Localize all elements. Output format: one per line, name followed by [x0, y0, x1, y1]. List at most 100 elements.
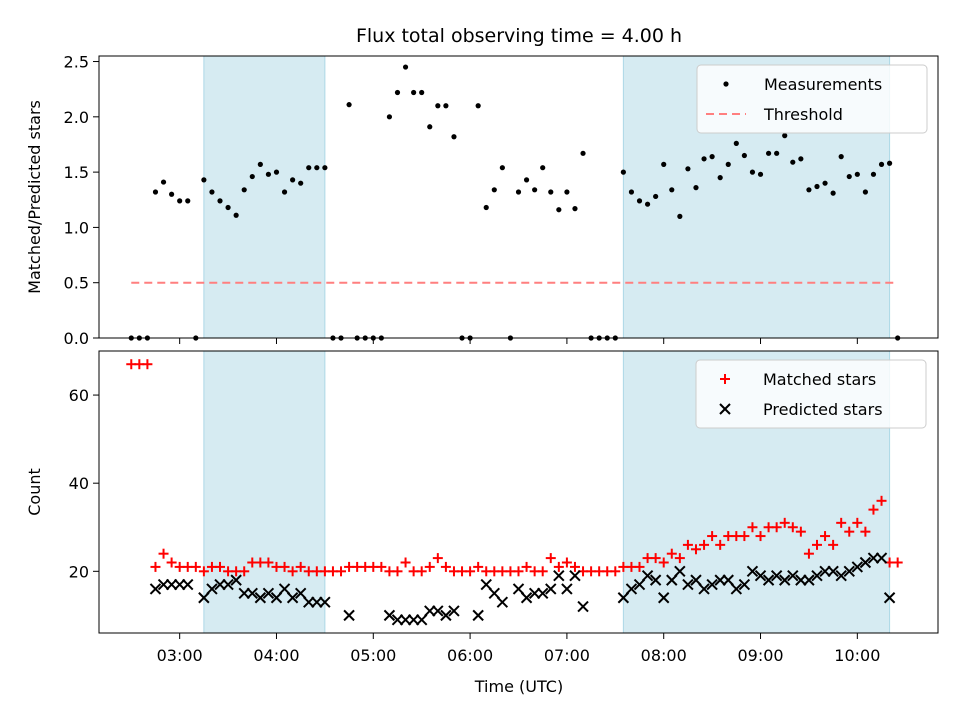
- ratio-shaded-interval: [203, 56, 325, 338]
- measurement-point: [306, 165, 312, 171]
- measurement-point: [830, 190, 836, 196]
- predicted-star-point: [649, 574, 662, 586]
- measurement-point: [774, 150, 780, 156]
- measurement-point: [782, 133, 788, 139]
- matched-star-point: [215, 561, 226, 572]
- matched-star-point: [376, 561, 387, 572]
- count-panel-y-ticks: 20 40 60: [69, 386, 99, 581]
- measurement-point: [556, 207, 562, 213]
- predicted-star-point: [262, 587, 275, 600]
- measurement-point: [717, 175, 723, 181]
- measurement-point: [225, 204, 231, 211]
- matched-star-point: [190, 561, 201, 572]
- predicted-star-point: [553, 570, 565, 582]
- matched-star-point: [561, 557, 572, 568]
- predicted-star-point: [182, 578, 194, 591]
- measurement-point: [822, 180, 828, 186]
- measurement-point: [653, 193, 659, 200]
- measurement-point: [806, 187, 812, 193]
- predicted-star-point: [633, 578, 646, 591]
- matched-star-point: [465, 566, 476, 577]
- matched-star-point: [755, 531, 766, 542]
- matched-star-point: [690, 544, 701, 555]
- measurement-point: [209, 189, 215, 195]
- matched-star-point: [860, 526, 871, 537]
- ratio-panel-marks: [128, 64, 901, 341]
- measurement-point: [201, 177, 207, 183]
- matched-star-point: [150, 561, 161, 572]
- legend-matched-marker: [720, 374, 730, 384]
- matched-star-point: [521, 561, 532, 572]
- matched-star-point: [513, 566, 524, 577]
- matched-star-point: [279, 561, 290, 572]
- matched-star-point: [828, 539, 839, 550]
- predicted-star-point: [536, 587, 549, 600]
- predicted-star-point: [246, 587, 258, 600]
- x-tick-label: 04:00: [253, 646, 299, 665]
- predicted-star-point: [270, 592, 283, 604]
- predicted-star-point: [682, 578, 694, 591]
- matched-star-point: [747, 522, 758, 533]
- matched-star-point: [432, 553, 443, 564]
- predicted-star-point: [278, 583, 291, 595]
- matched-star-point: [569, 561, 580, 572]
- measurement-point: [677, 213, 683, 219]
- measurement-point: [636, 198, 643, 204]
- measurement-point: [394, 89, 401, 96]
- measurement-point: [298, 180, 304, 186]
- matched-star-point: [158, 548, 169, 559]
- predicted-star-point: [569, 570, 581, 582]
- predicted-star-point: [722, 574, 734, 586]
- predicted-star-point: [674, 565, 686, 578]
- measurement-point: [548, 189, 554, 195]
- matched-star-point: [739, 531, 750, 542]
- predicted-star-point: [666, 574, 678, 586]
- x-tick-label: 05:00: [350, 646, 396, 665]
- predicted-star-point: [835, 570, 847, 582]
- predicted-star-point: [343, 609, 355, 622]
- predicted-star-point: [496, 596, 509, 608]
- matched-star-point: [795, 526, 806, 537]
- predicted-star-point: [222, 578, 234, 591]
- measurement-point: [499, 165, 505, 171]
- measurement-point: [644, 201, 651, 207]
- measurement-point: [443, 103, 449, 109]
- predicted-star-point: [488, 587, 501, 600]
- matched-star-point: [634, 561, 645, 572]
- matched-star-point: [658, 557, 669, 568]
- predicted-star-point: [440, 609, 452, 622]
- measurement-point: [532, 187, 538, 193]
- ratio-y-tick-label: 2.5: [64, 53, 89, 72]
- predicted-star-point: [149, 583, 162, 595]
- matched-star-point: [699, 539, 710, 550]
- matched-star-point: [473, 561, 484, 572]
- matched-star-point: [811, 539, 822, 550]
- matched-star-point: [715, 539, 726, 550]
- count-panel-frame: [98, 350, 939, 634]
- measurement-point: [177, 198, 183, 204]
- predicted-star-point: [480, 578, 492, 591]
- ratio-panel-y-ticks: 0.0 0.5 1.0 1.5 2.0 2.5: [64, 53, 99, 348]
- measurement-point: [451, 134, 457, 140]
- measurement-point: [886, 160, 893, 166]
- predicted-star-point: [746, 565, 759, 578]
- matched-star-point: [779, 517, 790, 528]
- x-axis-label: Time (UTC): [474, 677, 563, 696]
- predicted-star-point: [875, 552, 888, 564]
- measurement-point: [265, 171, 272, 177]
- ratio-panel: 0.0 0.5 1.0 1.5 2.0 2.5 Matched/Predicted sta…: [25, 53, 939, 348]
- measurement-point: [693, 185, 699, 191]
- predicted-star-point: [448, 605, 460, 617]
- ratio-y-tick-label: 0.0: [64, 329, 89, 348]
- matched-star-point: [400, 557, 411, 568]
- measurement-point: [572, 206, 578, 212]
- predicted-star-point: [520, 592, 533, 604]
- x-tick-label: 09:00: [737, 646, 783, 665]
- measurement-point: [402, 64, 409, 70]
- measurement-point: [765, 150, 772, 156]
- predicted-star-point: [294, 587, 307, 600]
- measurement-point: [523, 177, 530, 183]
- measurement-point: [749, 169, 756, 175]
- matched-star-point: [820, 531, 831, 542]
- predicted-star-point: [254, 592, 267, 604]
